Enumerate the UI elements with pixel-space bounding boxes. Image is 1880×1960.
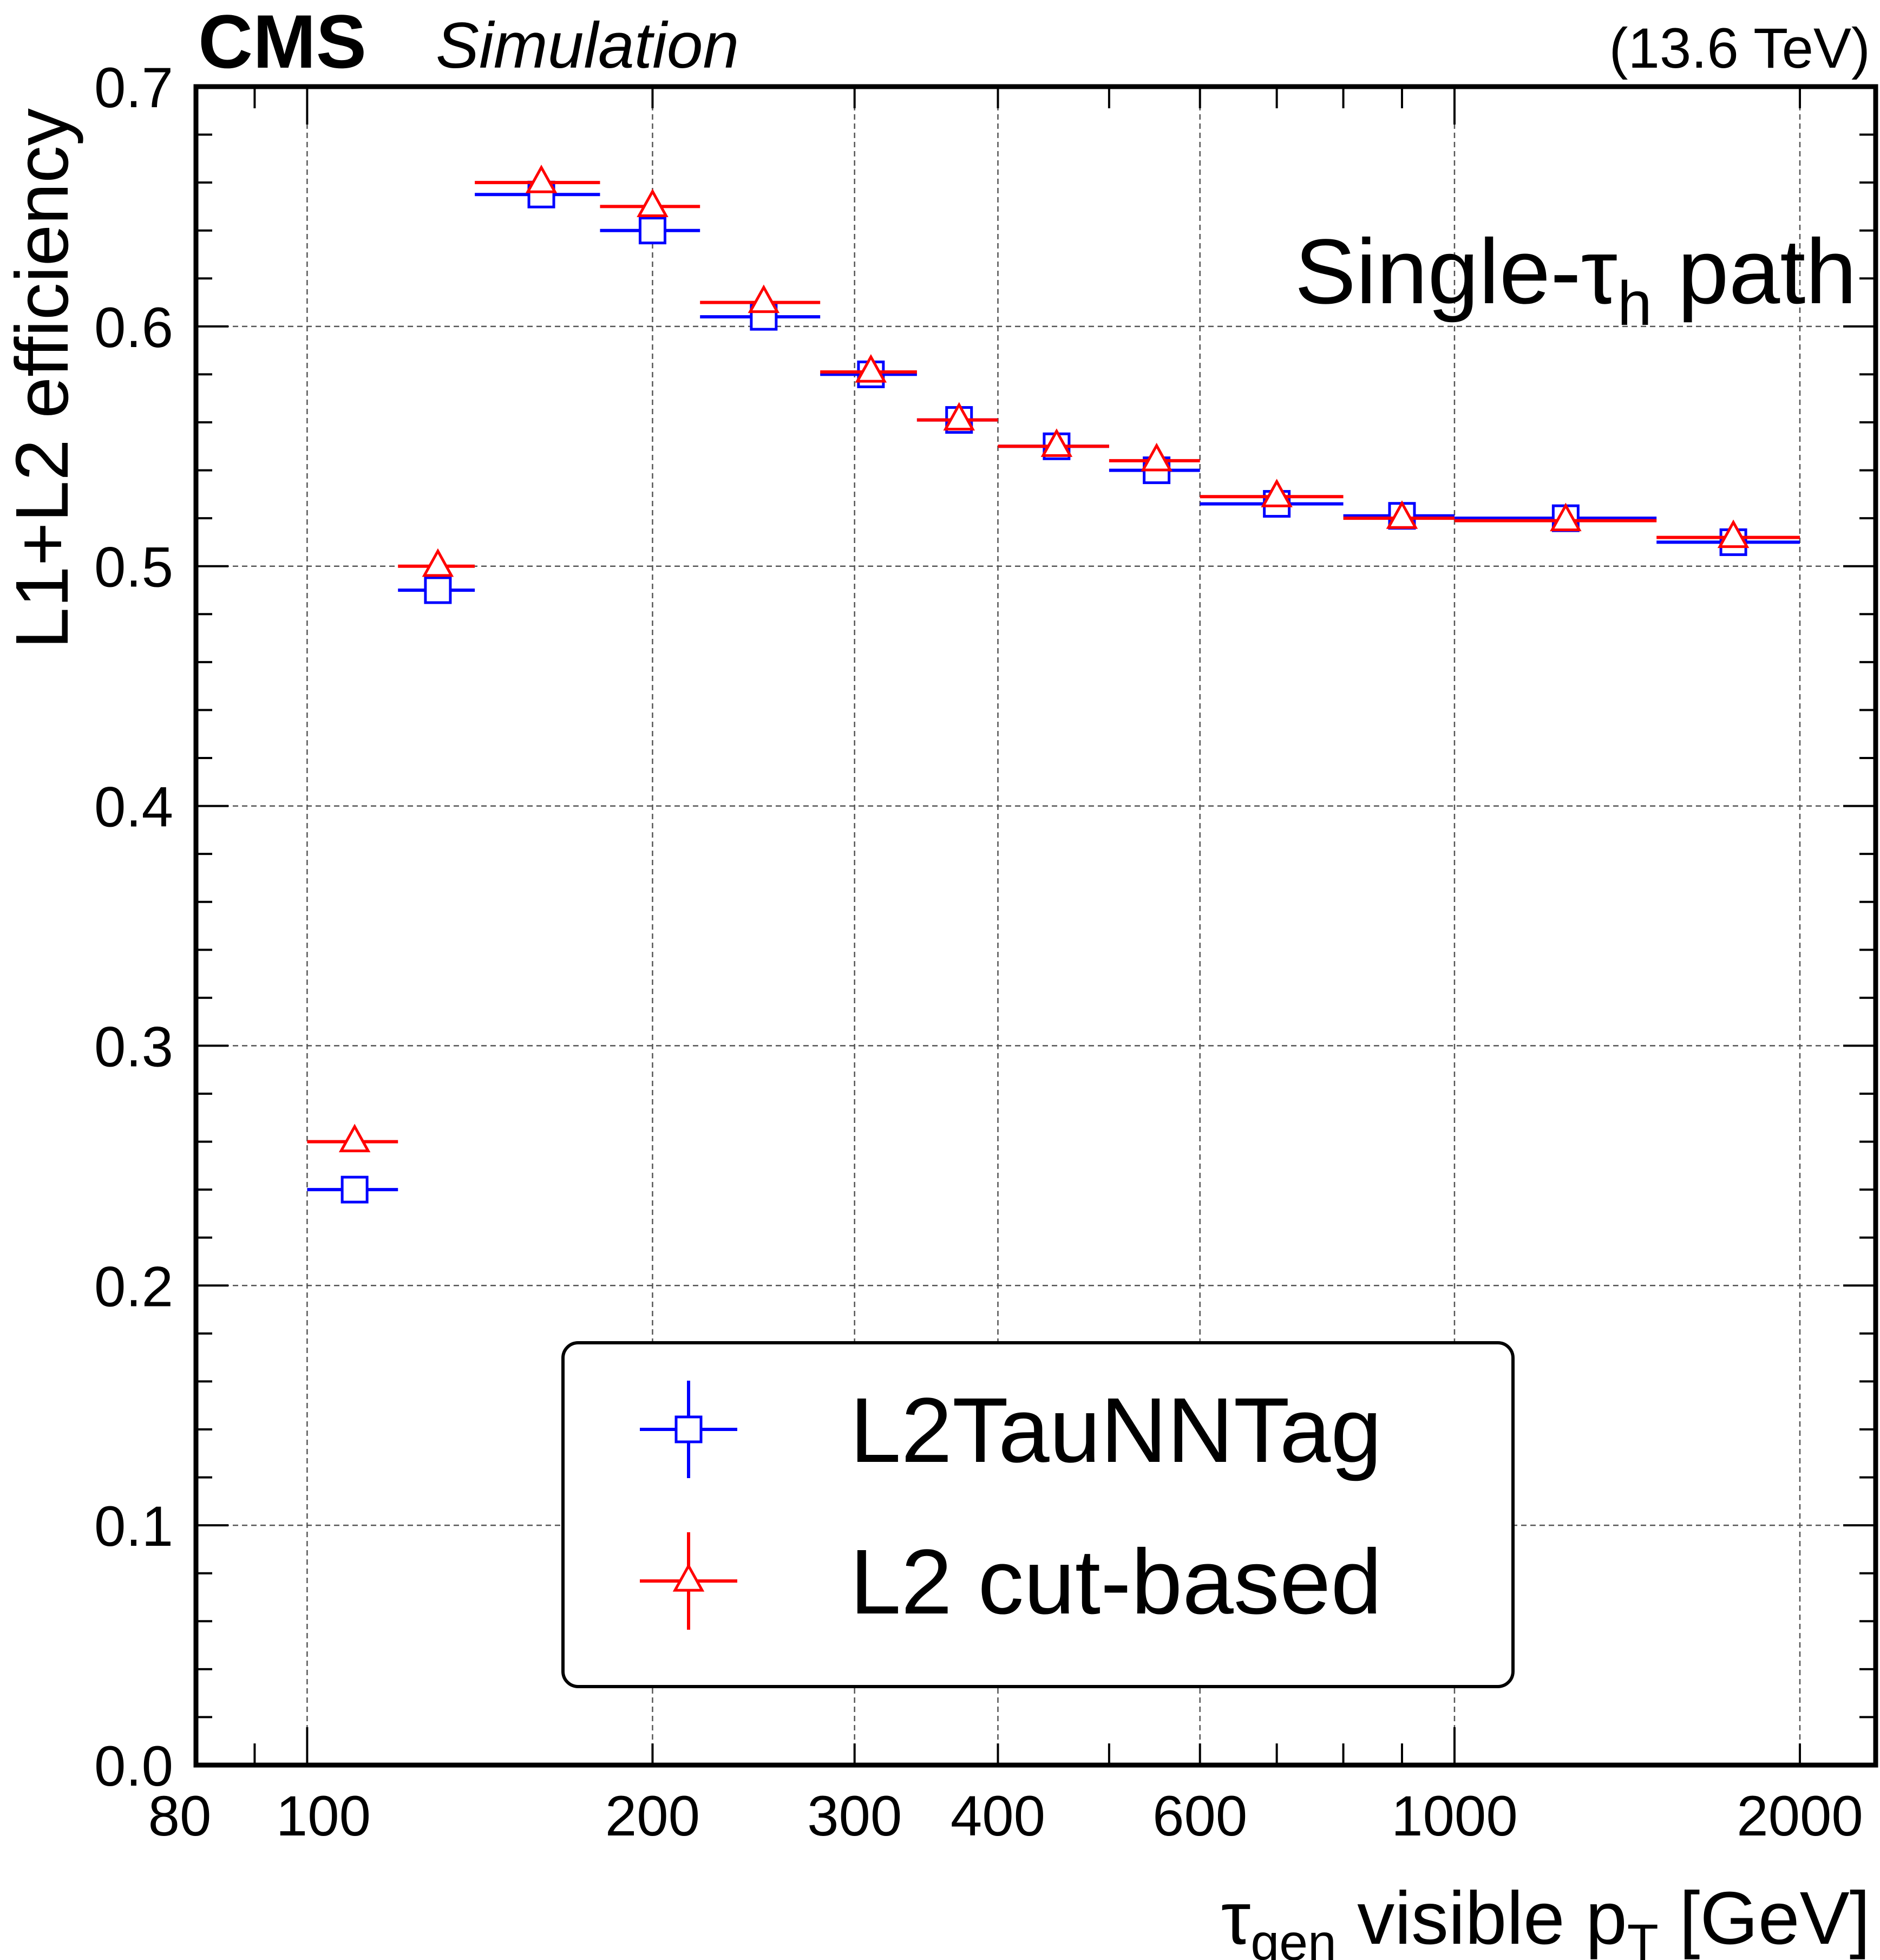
data-point-square [340, 1175, 369, 1204]
simulation-label: Simulation [436, 9, 739, 82]
annotation-main: Single-τ [1295, 220, 1617, 323]
y-axis-label: L1+L2 efficiency [1, 108, 84, 649]
legend-symbol-l2taunntag [640, 1381, 737, 1478]
data-point-triangle [338, 1123, 371, 1153]
y-tick-label: 0.5 [94, 536, 173, 599]
y-tick-label: 0.3 [94, 1015, 173, 1079]
legend-label-l2-cut-based: L2 cut-based [850, 1531, 1382, 1634]
y-tick-label: 0.2 [94, 1255, 173, 1318]
cms-label: CMS [198, 0, 366, 84]
x-tick-label: 100 [276, 1785, 371, 1848]
data-point-triangle [637, 188, 669, 218]
x-label-tau: τ [1221, 1877, 1251, 1960]
x-tick-label: 300 [807, 1785, 902, 1848]
x-tick-label: 80 [148, 1785, 212, 1848]
data-point-triangle [422, 548, 454, 577]
series-l2taunntag [307, 180, 1800, 1204]
y-tick-label: 0.7 [94, 56, 173, 120]
x-label-t: T [1627, 1914, 1659, 1960]
y-tick-label: 0.1 [94, 1495, 173, 1558]
x-label-main: visible p [1337, 1877, 1627, 1960]
x-label-unit: [GeV] [1659, 1877, 1870, 1960]
plot-frame [193, 84, 1878, 1768]
data-point-triangle [1141, 442, 1172, 472]
data-point-triangle [1386, 500, 1418, 529]
legend: L2TauNNTag L2 cut-based [561, 1341, 1515, 1688]
annotation-tail: path [1652, 220, 1857, 323]
data-point-triangle [1261, 479, 1293, 507]
y-tick-label: 0.6 [94, 296, 173, 360]
legend-square [674, 1415, 703, 1443]
annotation-subscript: h [1617, 269, 1652, 338]
x-tick-label: 200 [605, 1785, 700, 1848]
x-tick-label: 1000 [1391, 1785, 1518, 1848]
x-tick-label: 400 [951, 1785, 1045, 1848]
energy-label: (13.6 TeV) [1609, 17, 1871, 80]
data-series [307, 165, 1800, 1204]
legend-symbol-l2-cut-based [640, 1532, 737, 1630]
data-point-triangle [1040, 428, 1073, 457]
y-tick-label: 0.0 [94, 1735, 173, 1798]
x-label-gen: gen [1250, 1914, 1337, 1960]
series-l2-cut-based [307, 165, 1800, 1153]
x-tick-label: 600 [1152, 1785, 1247, 1848]
y-tick-label: 0.4 [94, 776, 173, 839]
data-point-triangle [748, 284, 780, 313]
x-tick-label: 2000 [1737, 1785, 1863, 1848]
tick-labels: 0.0 0.1 0.2 0.3 0.4 0.5 0.6 0.7 80 100 200 300 400 60… [94, 56, 1863, 1848]
data-point-triangle [943, 402, 975, 431]
data-point-triangle [1550, 502, 1582, 532]
legend-box [561, 1341, 1515, 1688]
data-point-square [638, 217, 666, 245]
legend-triangle [672, 1563, 705, 1592]
legend-label-l2taunntag: L2TauNNTag [850, 1379, 1382, 1482]
path-annotation: Single-τh path [1295, 220, 1857, 338]
data-point-triangle [525, 165, 558, 193]
x-axis-label: τgen visible pT [GeV] [1221, 1877, 1870, 1960]
data-point-triangle [1717, 519, 1750, 548]
data-point-triangle [855, 354, 887, 383]
data-point-square [424, 576, 452, 604]
